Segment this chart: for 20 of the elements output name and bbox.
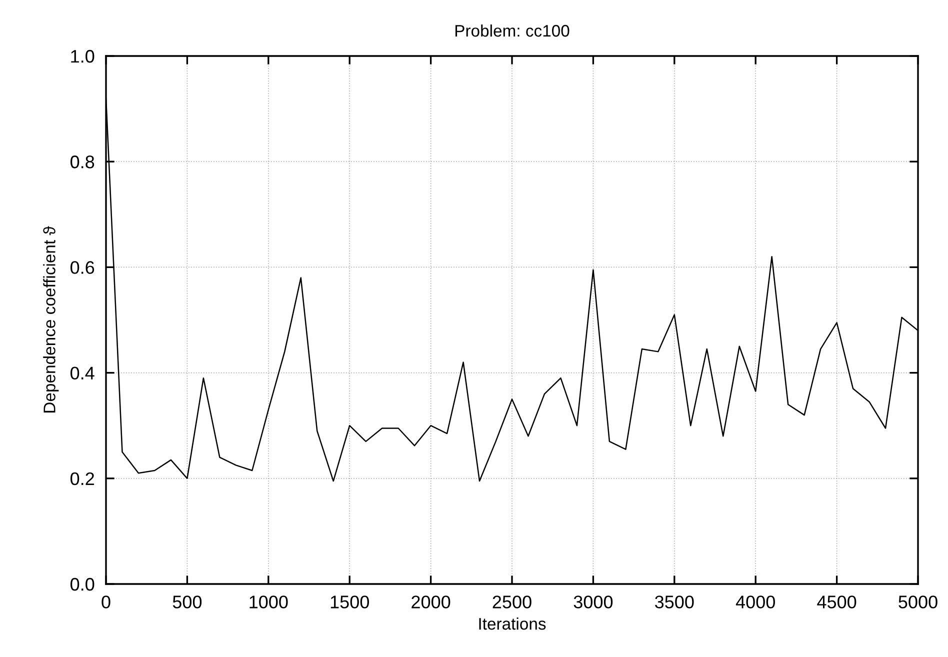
y-tick-label: 1.0	[71, 50, 94, 63]
y-axis-title: Dependence coefficient ϑ	[43, 226, 59, 412]
x-tick-label: 1500	[330, 596, 369, 608]
y-tick-label: 0.8	[70, 156, 94, 168]
x-tick-label: 2000	[412, 596, 450, 608]
y-tick-label: 0.2	[70, 472, 94, 486]
x-tick-label: 0	[102, 596, 110, 608]
x-axis-title: Iterations	[479, 618, 546, 630]
x-tick-label: 4500	[817, 596, 856, 608]
x-tick-label: 500	[172, 596, 202, 608]
x-tick-label: 2500	[492, 596, 532, 608]
x-tick-label: 5000	[898, 596, 938, 608]
x-tick-label: 3000	[574, 596, 613, 608]
y-tick-label: 0.0	[70, 578, 94, 591]
chart-title: Problem: cc100	[455, 24, 570, 37]
y-tick-label: 0.4	[70, 366, 94, 380]
x-tick-label: 3500	[655, 596, 694, 608]
x-tick-label: 4000	[736, 596, 775, 608]
y-tick-label: 0.6	[70, 261, 94, 274]
x-tick-label: 1000	[250, 596, 288, 608]
